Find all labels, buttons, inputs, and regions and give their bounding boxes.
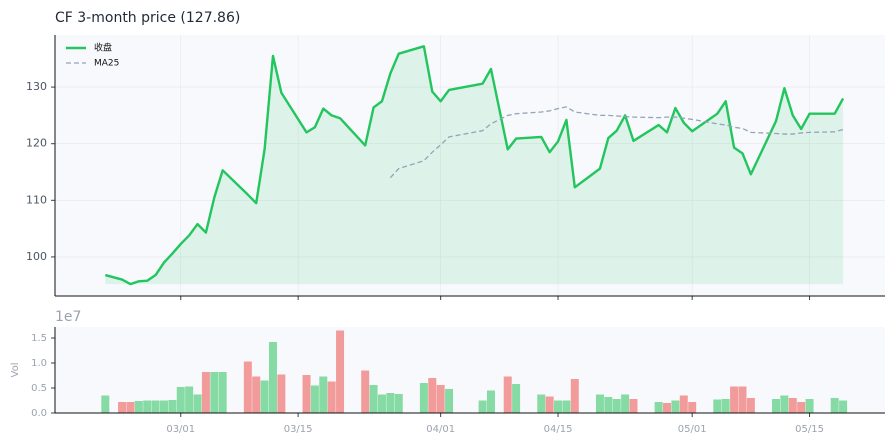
y-tick-label: 110 [26, 193, 47, 206]
volume-bar [562, 400, 571, 413]
volume-bar [386, 393, 395, 413]
y-tick-label: 0.5 [31, 383, 47, 394]
x-tick-label: 03/01 [166, 424, 195, 435]
volume-bar [512, 384, 521, 413]
volume-panel [55, 327, 885, 413]
volume-bar [654, 402, 663, 413]
chart-title: CF 3-month price (127.86) [55, 10, 240, 26]
volume-bar [805, 399, 814, 413]
volume-bar [746, 398, 755, 413]
y-tick-label: 130 [26, 80, 47, 93]
volume-bar [143, 400, 152, 413]
volume-bar [419, 383, 428, 413]
x-tick-label: 03/15 [284, 424, 313, 435]
volume-bar [201, 372, 210, 413]
x-tick-label: 05/15 [795, 424, 824, 435]
volume-bar [377, 394, 386, 413]
line [389, 106, 844, 179]
volume-bar [118, 402, 127, 413]
legend-label: 收盘 [94, 42, 112, 54]
volume-bar [537, 394, 546, 413]
volume-bar [772, 399, 781, 413]
volume-bar [830, 398, 839, 413]
volume-bar [570, 379, 579, 413]
volume-bar [243, 361, 252, 413]
volume-bar [168, 400, 177, 413]
volume-bar [428, 378, 437, 413]
volume-bar [159, 400, 168, 413]
volume-bar [545, 396, 554, 413]
volume-bar [595, 394, 604, 413]
volume-bar [277, 374, 286, 413]
volume-bar [176, 387, 185, 413]
volume-bar [101, 395, 110, 413]
y-tick-label: 120 [26, 137, 47, 150]
area [105, 46, 844, 285]
volume-bar [327, 381, 336, 413]
offset-label: 1e7 [55, 309, 81, 325]
volume-bar [218, 372, 227, 413]
volume-bar [319, 376, 328, 413]
volume-bar [260, 380, 269, 413]
y-tick-label: 1.5 [31, 333, 47, 344]
volume-bar [445, 389, 454, 413]
volume-bar [604, 397, 613, 413]
y-tick-label: 100 [26, 250, 47, 263]
volume-bar [839, 400, 848, 413]
volume-bar [663, 403, 672, 413]
volume-bar [713, 399, 722, 413]
volume-bar [478, 400, 487, 413]
volume-bar [336, 330, 345, 413]
volume-bar [436, 385, 445, 413]
y-tick-label: 0.0 [31, 408, 47, 419]
volume-bar [780, 395, 789, 413]
volume-bar [671, 400, 680, 413]
volume-bar [185, 386, 194, 413]
volume-bar [252, 376, 261, 413]
volume-bar [721, 399, 730, 413]
volume-bar [134, 401, 143, 413]
legend-label: MA25 [94, 59, 119, 69]
volume-bar [788, 398, 797, 413]
y-axis-label: Vol [10, 363, 21, 378]
line [104, 45, 845, 286]
x-tick-label: 04/01 [426, 424, 455, 435]
volume-bar [621, 394, 630, 413]
x-tick-label: 04/15 [544, 424, 573, 435]
volume-bar [394, 394, 403, 413]
volume-bar [193, 394, 202, 413]
volume-bar [738, 386, 747, 413]
volume-bar [210, 372, 219, 413]
volume-bar [486, 390, 495, 413]
volume-bar [369, 385, 378, 413]
volume-bar [126, 402, 135, 413]
volume-bar [688, 402, 697, 413]
volume-bar [629, 399, 638, 413]
volume-bar [151, 400, 160, 413]
volume-bar [361, 370, 370, 413]
volume-bar [554, 400, 563, 413]
volume-bar [612, 399, 621, 413]
volume-bar [268, 342, 277, 413]
legend: 收盘 MA25 [66, 42, 119, 69]
volume-bar [679, 395, 688, 413]
volume-bar [797, 402, 806, 413]
y-tick-label: 1.0 [31, 358, 47, 369]
volume-bar [302, 375, 311, 413]
volume-bar [310, 385, 319, 413]
volume-bar [730, 386, 739, 413]
x-tick-label: 05/01 [678, 424, 707, 435]
volume-bar [503, 376, 512, 413]
